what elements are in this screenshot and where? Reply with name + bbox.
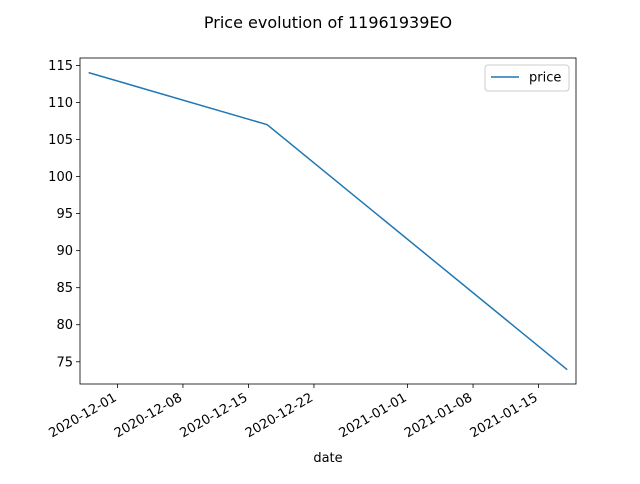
plot-frame bbox=[79, 57, 577, 385]
series-line-price bbox=[88, 71, 568, 371]
legend-box bbox=[484, 64, 570, 92]
y-tick-label: 95 bbox=[56, 207, 73, 222]
x-tick-label: 2020-12-22 bbox=[243, 390, 316, 441]
x-tick-label: 2020-12-01 bbox=[46, 390, 119, 441]
chart-title: Price evolution of 11961939EO bbox=[204, 13, 452, 32]
y-tick-label: 90 bbox=[56, 244, 73, 259]
y-tick-label: 75 bbox=[56, 355, 73, 370]
y-tick-label: 110 bbox=[48, 96, 73, 111]
y-tick-label: 80 bbox=[56, 318, 73, 333]
x-tick-label: 2020-12-15 bbox=[178, 390, 251, 441]
y-tick-label: 115 bbox=[48, 59, 73, 74]
x-axis: 2020-12-012020-12-082020-12-152020-12-22… bbox=[46, 384, 541, 441]
x-tick-label: 2020-12-08 bbox=[112, 390, 185, 441]
plot-series-layer bbox=[88, 71, 568, 371]
x-tick-label: 2021-01-01 bbox=[337, 390, 410, 441]
y-axis: 75 80 85 90 95 100 105 110 115 bbox=[48, 59, 80, 370]
x-tick-label: 2021-01-15 bbox=[468, 390, 541, 441]
y-tick-label: 105 bbox=[48, 133, 73, 148]
x-axis-label: date bbox=[313, 451, 342, 466]
legend: price bbox=[484, 64, 570, 92]
x-tick-label: 2021-01-08 bbox=[402, 390, 475, 441]
y-tick-label: 85 bbox=[56, 281, 73, 296]
y-tick-label: 100 bbox=[48, 170, 73, 185]
legend-label-price: price bbox=[529, 71, 561, 86]
